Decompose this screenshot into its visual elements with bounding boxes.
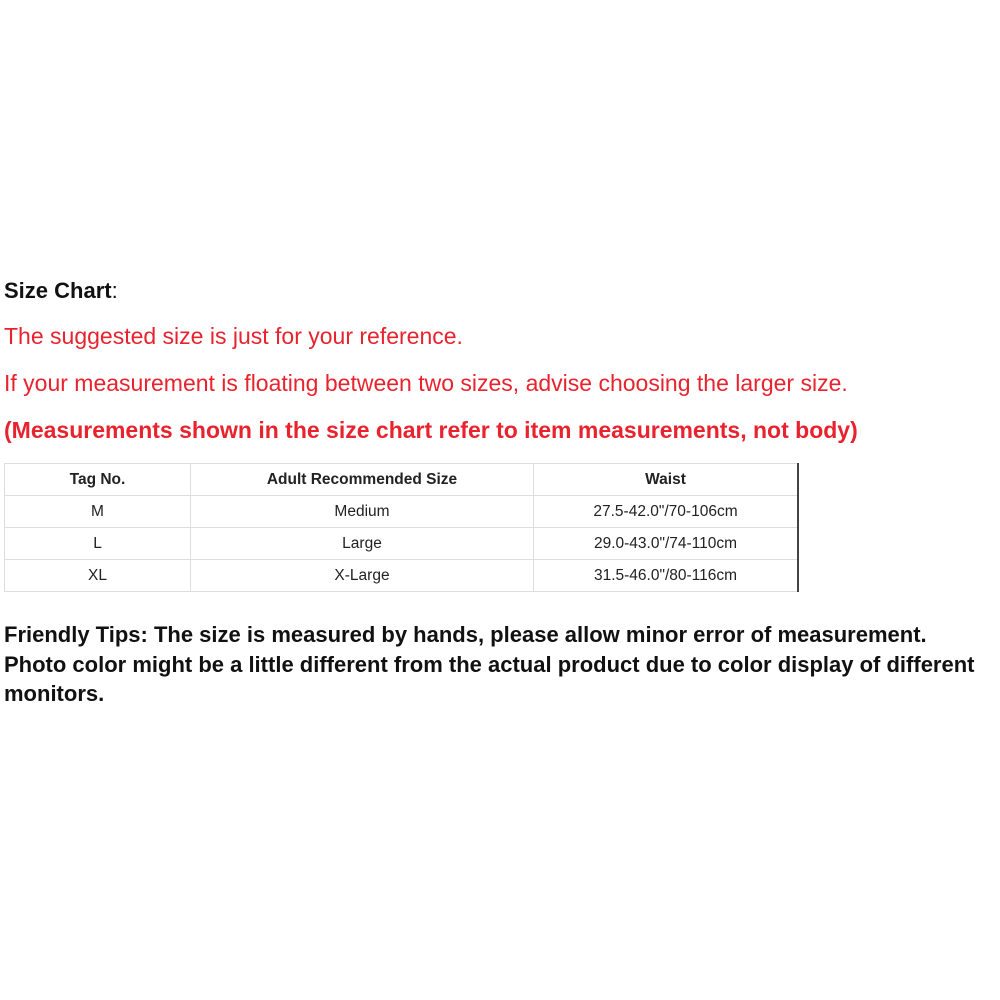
note-reference: The suggested size is just for your refe…: [4, 323, 463, 349]
note-between-sizes: If your measurement is floating between …: [4, 370, 848, 396]
cell-waist: 27.5-42.0"/70-106cm: [533, 495, 799, 528]
header-waist: Waist: [533, 463, 799, 496]
size-table: Tag No. Adult Recommended Size Waist M M…: [4, 463, 799, 592]
table-header-row: Tag No. Adult Recommended Size Waist: [4, 463, 799, 496]
cell-waist: 29.0-43.0"/74-110cm: [533, 527, 799, 560]
table-row: L Large 29.0-43.0"/74-110cm: [4, 527, 799, 560]
friendly-tips: Friendly Tips: The size is measured by h…: [4, 622, 975, 706]
title-label: Size Chart: [4, 278, 112, 303]
cell-waist: 31.5-46.0"/80-116cm: [533, 559, 799, 592]
table-row: XL X-Large 31.5-46.0"/80-116cm: [4, 559, 799, 592]
title-colon: :: [111, 278, 118, 303]
note-item-measurements: (Measurements shown in the size chart re…: [4, 417, 858, 443]
header-recommended-size: Adult Recommended Size: [190, 463, 534, 496]
cell-size: Medium: [190, 495, 534, 528]
cell-tag: L: [4, 527, 191, 560]
cell-size: X-Large: [190, 559, 534, 592]
header-tag-no: Tag No.: [4, 463, 191, 496]
cell-tag: XL: [4, 559, 191, 592]
table-row: M Medium 27.5-42.0"/70-106cm: [4, 495, 799, 528]
size-chart-title: Size Chart:: [4, 278, 118, 304]
cell-tag: M: [4, 495, 191, 528]
cell-size: Large: [190, 527, 534, 560]
